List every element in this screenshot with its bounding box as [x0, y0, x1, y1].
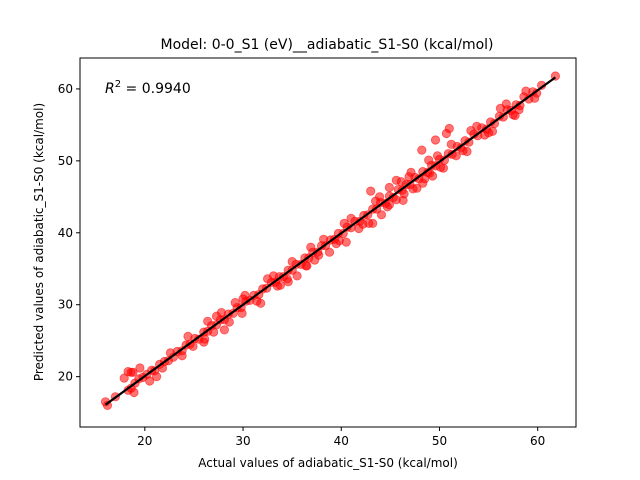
r-squared-symbol: R: [105, 81, 115, 97]
data-point: [237, 308, 247, 318]
data-point: [219, 325, 229, 335]
data-point: [129, 387, 139, 398]
data-point: [211, 311, 222, 321]
data-point: [177, 351, 187, 361]
data-point: [501, 99, 511, 109]
data-point: [203, 316, 213, 326]
data-point: [487, 126, 498, 136]
data-point: [339, 218, 349, 228]
y-tick-label: 60: [58, 82, 73, 96]
fit-line: [104, 76, 557, 406]
fit-line-group: [104, 76, 557, 406]
data-point: [283, 277, 293, 287]
data-point: [430, 135, 441, 145]
data-point: [346, 213, 356, 223]
data-point: [432, 151, 443, 161]
data-point: [417, 145, 427, 155]
data-point: [224, 317, 234, 327]
data-point: [302, 261, 312, 271]
x-tick-label: 20: [137, 434, 152, 448]
data-point: [398, 195, 408, 205]
y-tick-label: 20: [58, 370, 73, 384]
data-point: [462, 146, 472, 157]
y-axis-label: Predicted values of adiabatic_S1-S0 (kca…: [32, 103, 46, 381]
data-point: [102, 400, 113, 410]
data-point: [374, 192, 385, 202]
axis-ticks: 20 30 40 50 60 20 30 40 50 60: [58, 82, 546, 448]
y-tick-label: 30: [58, 298, 73, 312]
data-point: [334, 236, 344, 246]
data-point: [391, 175, 401, 185]
data-point: [444, 123, 454, 134]
data-points: [100, 71, 561, 410]
data-point: [268, 271, 279, 281]
data-point: [530, 93, 540, 103]
x-axis-label: Actual values of adiabatic_S1-S0 (kcal/m…: [198, 456, 458, 470]
data-point: [451, 151, 461, 161]
data-point: [382, 202, 392, 212]
data-point: [406, 167, 416, 177]
data-point: [364, 218, 374, 228]
data-point: [510, 110, 520, 121]
data-point: [209, 327, 219, 337]
data-point: [412, 183, 422, 193]
data-point: [424, 155, 434, 165]
data-point: [135, 363, 145, 373]
data-point: [126, 367, 136, 377]
data-point: [199, 337, 209, 347]
plot-frame: [79, 57, 577, 428]
data-point: [152, 371, 162, 382]
x-tick-label: 50: [432, 434, 447, 448]
data-point: [438, 163, 448, 173]
data-point: [230, 297, 240, 308]
data-point: [292, 271, 302, 281]
data-point: [145, 376, 155, 386]
data-point: [480, 130, 490, 140]
r-squared-value: = 0.9940: [121, 81, 191, 97]
r-squared-exponent: 2: [115, 79, 121, 90]
data-point: [384, 182, 394, 193]
x-tick-label: 40: [334, 434, 349, 448]
data-point: [521, 86, 531, 96]
data-point: [324, 247, 335, 257]
data-point: [354, 223, 364, 234]
x-tick-label: 60: [530, 434, 545, 448]
data-point: [466, 126, 476, 136]
data-point: [287, 256, 297, 267]
data-point: [272, 281, 282, 291]
data-point: [318, 234, 329, 244]
data-point: [446, 139, 456, 149]
chart-title: Model: 0-0_S1 (eV)__adiabatic_S1-S0 (kca…: [161, 37, 494, 53]
data-point: [306, 242, 316, 252]
data-point: [376, 210, 387, 220]
r-squared-annotation: R2 = 0.9940: [105, 79, 191, 97]
y-tick-label: 50: [58, 154, 73, 168]
data-point: [418, 178, 428, 188]
data-point: [183, 331, 193, 341]
data-point: [366, 186, 376, 196]
data-point: [238, 294, 248, 304]
x-tick-label: 30: [235, 434, 250, 448]
y-tick-label: 40: [58, 226, 73, 240]
data-point: [256, 298, 266, 308]
